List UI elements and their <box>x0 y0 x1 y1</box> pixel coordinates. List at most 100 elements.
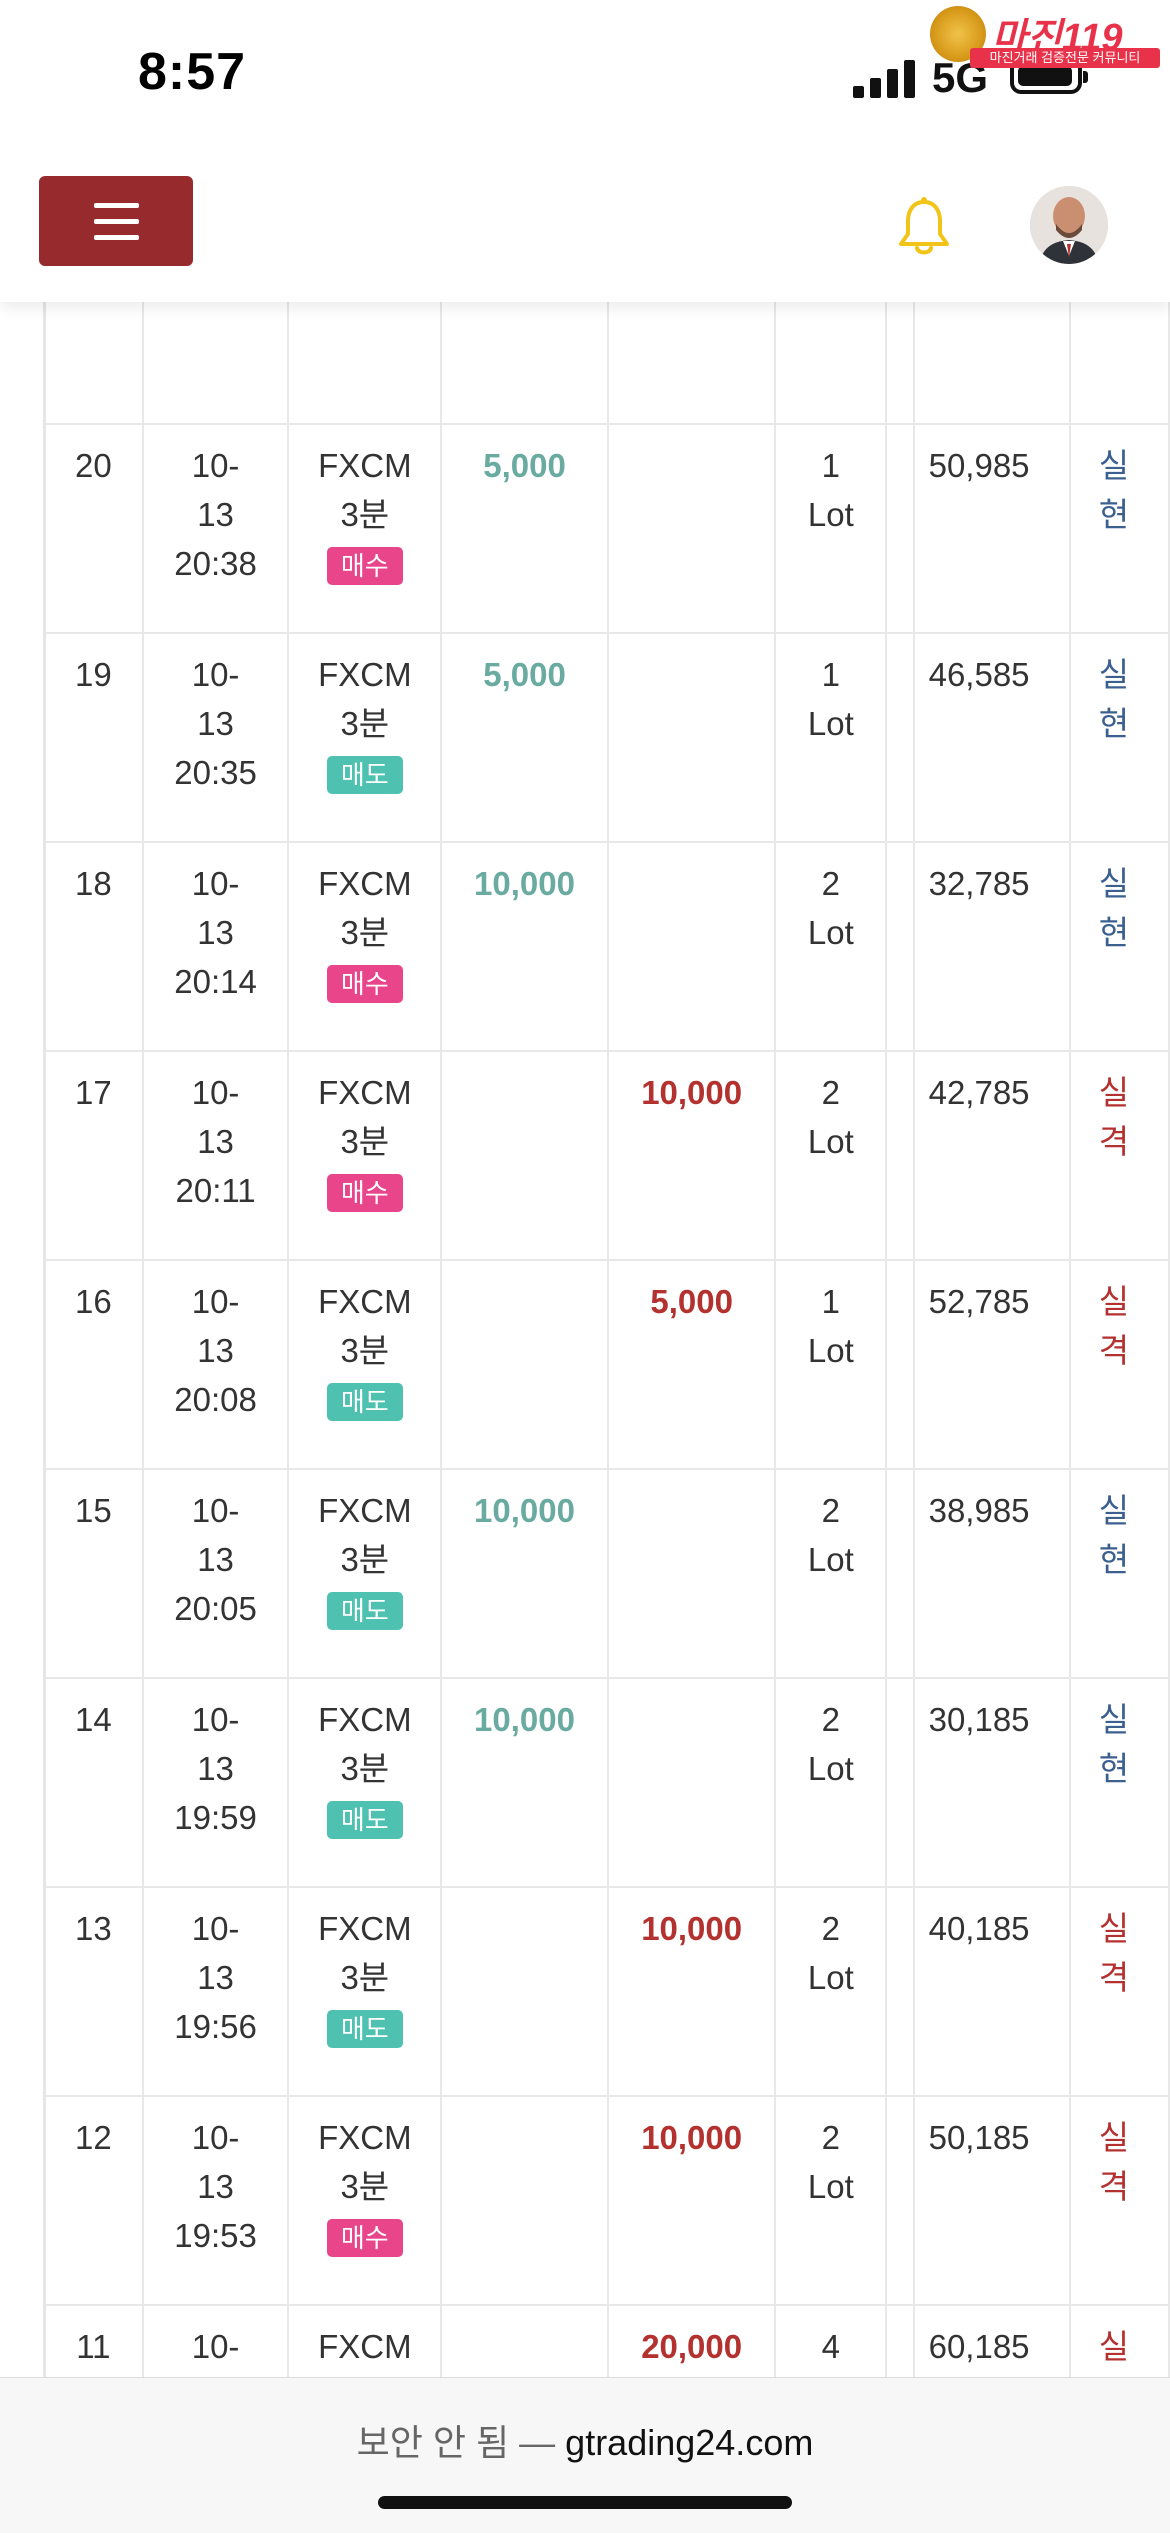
date-time: 19:59 <box>174 1799 257 1836</box>
result-char-2: 현 <box>1098 705 1130 742</box>
watermark-subtitle: 마진거래 검증전문 커뮤니티 <box>970 48 1160 68</box>
date-month: 10- <box>191 1701 240 1738</box>
date-day: 13 <box>197 705 234 742</box>
loss-amount: 10,000 <box>641 1910 743 1947</box>
date-day: 13 <box>197 1123 234 1160</box>
cell-spacer <box>885 1050 915 1261</box>
date-day: 13 <box>197 1541 234 1578</box>
loss-amount: 10,000 <box>641 1074 743 1111</box>
cell-number: 11 <box>43 2304 144 2377</box>
cell-lot: 2 Lot <box>774 1468 888 1679</box>
date-month: 10- <box>191 1492 240 1529</box>
lot-count: 4 <box>821 2328 840 2365</box>
signal-icon <box>853 58 917 98</box>
bell-icon[interactable] <box>896 196 952 258</box>
lot-count: 1 <box>821 1283 840 1320</box>
cell-spacer <box>885 1677 915 1888</box>
cell-profit: 10,000 <box>440 1468 609 1679</box>
trade-history-table: 20:11매도2010-1320:38FXCM3분매수5,0001Lot50,9… <box>43 300 1170 2377</box>
date-time: 20:11 <box>175 1172 256 1209</box>
lot-count: 2 <box>821 1910 840 1947</box>
result-char-2: 격 <box>1098 2168 1130 2205</box>
table-row: 20:11매도 <box>43 300 1170 425</box>
cell-number: 16 <box>43 1259 144 1470</box>
cell-spacer <box>885 2304 915 2377</box>
symbol-name: FXCM <box>318 1701 412 1738</box>
result-char-1: 실 <box>1098 2328 1130 2365</box>
side-badge: 매도 <box>326 1801 403 1839</box>
cell-lot: 2 Lot <box>774 1886 888 2097</box>
home-indicator[interactable] <box>378 2496 792 2509</box>
cell-profit: 5,000 <box>440 632 609 843</box>
cell-loss <box>606 632 777 843</box>
lot-count: 2 <box>821 1701 840 1738</box>
lot-unit: Lot <box>807 1959 854 1996</box>
row-number: 14 <box>75 1701 112 1738</box>
site-domain: gtrading24.com <box>565 2422 814 2463</box>
menu-button[interactable] <box>39 176 193 266</box>
cell-loss: 20,000 <box>606 2304 777 2377</box>
date-time: 19:56 <box>174 2008 257 2045</box>
side-badge: 매도 <box>326 2010 403 2048</box>
cell-date: 10- 13 20:35 <box>141 632 290 843</box>
result-char-1: 실 <box>1098 1910 1130 1947</box>
cell-spacer <box>885 1468 915 1679</box>
cell-loss <box>606 300 777 425</box>
cell-profit: 10,000 <box>440 841 609 1052</box>
cell-lot: 2 Lot <box>774 841 888 1052</box>
result-char-2: 현 <box>1098 1750 1130 1787</box>
lot-unit: Lot <box>807 1332 854 1369</box>
cell-lot: 2 Lot <box>774 1050 888 1261</box>
cell-number: 12 <box>43 2095 144 2306</box>
profit-amount: 5,000 <box>483 656 566 693</box>
lot-unit: Lot <box>807 705 854 742</box>
profit-amount: 10,000 <box>474 1701 575 1738</box>
row-number: 15 <box>75 1492 112 1529</box>
table-row: 14 10- 13 19:59 FXCM 3분 매도 10,000 2 Lot 30,185 실 현 <box>43 1677 1170 1888</box>
lot-unit: Lot <box>807 1750 854 1787</box>
cell-symbol: FXCM 3분 매수 <box>287 841 443 1052</box>
loss-amount: 10,000 <box>641 2119 743 2156</box>
address-bar[interactable]: 보안 안 됨 — gtrading24.com <box>0 2414 1170 2466</box>
cell-number: 20 <box>43 423 144 634</box>
cell-spacer <box>885 300 915 425</box>
cell-number: 15 <box>43 1468 144 1679</box>
symbol-name: FXCM <box>318 447 412 484</box>
trade-history-table-container[interactable]: 20:11매도2010-1320:38FXCM3분매수5,0001Lot50,9… <box>43 300 1170 2377</box>
cell-date: 20:11 <box>141 300 290 425</box>
cell-spacer <box>885 632 915 843</box>
date-time: 20:38 <box>174 545 257 582</box>
balance-amount: 30,185 <box>928 1701 1030 1738</box>
date-time: 19:53 <box>174 2217 257 2254</box>
cell-profit <box>440 1050 609 1261</box>
date-day: 13 <box>197 2168 234 2205</box>
loss-amount: 5,000 <box>650 1283 733 1320</box>
cell-profit <box>440 1886 609 2097</box>
date-time: 20:35 <box>174 754 257 791</box>
balance-amount: 52,785 <box>928 1283 1030 1320</box>
symbol-interval: 3분 <box>340 1750 390 1787</box>
table-row: 16 10- 13 20:08 FXCM 3분 매도 5,000 1 Lot 52,785 실 격 <box>43 1259 1170 1470</box>
profit-amount: 10,000 <box>474 1492 575 1529</box>
symbol-name: FXCM <box>318 1283 412 1320</box>
cell-balance: 50,985 <box>912 423 1071 634</box>
cell-result: 실격 <box>1068 2304 1170 2377</box>
lot-count: 2 <box>821 1492 840 1529</box>
cell-lot: 1 Lot <box>774 1259 888 1470</box>
loss-amount: 20,000 <box>641 2328 743 2365</box>
result-char-1: 실 <box>1098 1492 1130 1529</box>
symbol-interval: 3분 <box>340 914 390 951</box>
user-avatar[interactable] <box>1030 186 1108 264</box>
balance-amount: 50,185 <box>928 2119 1030 2156</box>
row-number: 16 <box>75 1283 112 1320</box>
cell-spacer <box>885 841 915 1052</box>
cell-balance: 52,785 <box>912 1259 1071 1470</box>
row-number: 17 <box>75 1074 112 1111</box>
symbol-interval: 3분 <box>340 1123 390 1160</box>
side-badge: 매도 <box>326 1592 403 1630</box>
